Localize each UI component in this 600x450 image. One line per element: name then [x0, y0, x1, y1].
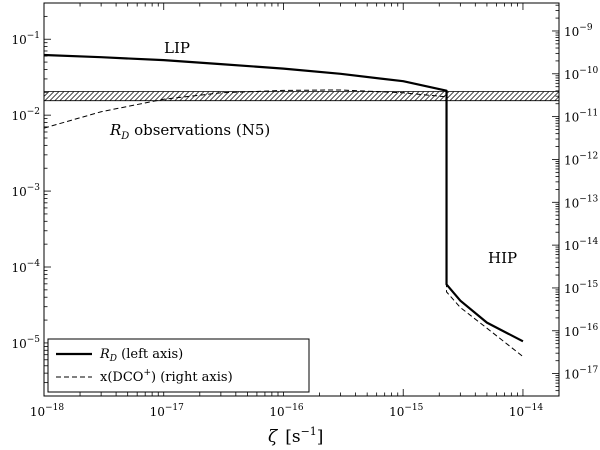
x-axis-symbol: ζ [268, 427, 279, 447]
annotation-observations: RD observations (N5) [109, 121, 270, 142]
y-left-axis-ticks: 10−5 10−4 10−3 10−2 10−1 [11, 15, 51, 397]
y-right-tick-label: 10−9 [564, 23, 593, 39]
x-axis-unit-exp: −1 [301, 425, 317, 438]
y-right-tick-label: 10−16 [564, 323, 599, 339]
y-right-tick-label: 10−11 [564, 109, 598, 125]
legend: RD (left axis) x(DCO+) (right axis) [47, 338, 310, 393]
y-right-tick-label: 10−13 [564, 194, 599, 210]
y-right-tick-label: 10−10 [564, 66, 599, 82]
y-right-tick-label: 10−12 [564, 151, 598, 167]
series-rd-line [44, 53, 524, 343]
observation-band [44, 91, 559, 102]
annotation-lip: LIP [164, 39, 190, 57]
obs-symbol: R [109, 121, 121, 139]
legend-dco-post: ) (right axis) [151, 370, 233, 385]
y-right-tick-label: 10−14 [564, 237, 599, 253]
series-dco-line [44, 89, 524, 357]
legend-entry-rd: RD (left axis) [99, 347, 183, 364]
legend-dco-pre: x(DCO [100, 370, 143, 385]
legend-box [47, 338, 310, 393]
annotation-hip: HIP [488, 249, 517, 267]
x-axis-unit: [s [285, 427, 300, 447]
legend-rd-symbol: R [99, 347, 110, 362]
x-tick-label: 10−18 [30, 403, 65, 419]
legend-rd-subscript: D [109, 354, 117, 364]
x-tick-label: 10−17 [150, 403, 185, 419]
y-left-tick-label: 10−3 [11, 183, 40, 199]
legend-rd-text: (left axis) [117, 347, 183, 362]
plot-frame [43, 2, 560, 397]
y-right-tick-label: 10−17 [564, 366, 599, 382]
y-left-tick-label: 10−2 [11, 107, 40, 123]
band-hatching [44, 91, 559, 101]
x-axis-unit-close: ] [317, 427, 324, 447]
series-lines [44, 53, 524, 357]
obs-subscript: D [120, 131, 129, 142]
y-left-tick-label: 10−4 [11, 259, 40, 275]
x-tick-label: 10−14 [509, 403, 544, 419]
y-right-axis-ticks: 10−9 10−10 10−11 10−12 10−13 10−14 10−15 10−16 1… [552, 4, 599, 397]
x-tick-label: 10−16 [269, 403, 304, 419]
x-axis-label: ζ [s−1] [268, 425, 323, 447]
obs-text: observations (N5) [129, 121, 270, 139]
x-axis-ticks: 10−18 10−17 10−16 10−15 10−14 [30, 3, 560, 419]
y-left-tick-label: 10−5 [11, 335, 40, 351]
y-left-tick-label: 10−1 [11, 31, 40, 47]
y-right-tick-label: 10−15 [564, 280, 599, 296]
legend-entry-dco: x(DCO+) (right axis) [100, 368, 233, 385]
x-tick-label: 10−15 [389, 403, 424, 419]
legend-dco-sup: + [143, 368, 151, 378]
